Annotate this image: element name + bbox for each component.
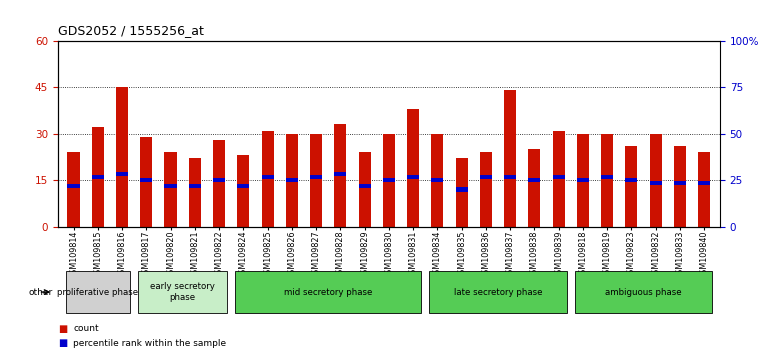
Bar xyxy=(262,175,273,179)
Bar xyxy=(674,181,686,185)
Bar xyxy=(625,146,638,227)
Bar xyxy=(286,178,298,182)
Bar xyxy=(92,127,104,227)
Bar xyxy=(553,175,564,179)
Bar xyxy=(334,172,346,176)
Bar xyxy=(359,184,370,188)
Bar xyxy=(237,155,249,227)
Bar xyxy=(504,90,516,227)
Bar xyxy=(359,152,370,227)
Bar xyxy=(407,175,419,179)
Bar xyxy=(456,187,467,192)
Bar xyxy=(528,178,541,182)
Bar xyxy=(116,172,128,176)
Bar xyxy=(674,146,686,227)
Bar xyxy=(383,133,395,227)
Text: GDS2052 / 1555256_at: GDS2052 / 1555256_at xyxy=(58,24,203,37)
Bar xyxy=(650,133,661,227)
Bar xyxy=(553,131,564,227)
Bar xyxy=(310,175,322,179)
Bar xyxy=(601,175,613,179)
Bar xyxy=(286,133,298,227)
Bar xyxy=(431,178,444,182)
Text: mid secretory phase: mid secretory phase xyxy=(284,287,373,297)
Bar xyxy=(334,124,346,227)
Bar xyxy=(480,152,492,227)
Bar xyxy=(237,184,249,188)
Text: ambiguous phase: ambiguous phase xyxy=(605,287,682,297)
Bar xyxy=(92,175,104,179)
Bar xyxy=(262,131,273,227)
Bar xyxy=(698,152,710,227)
Text: ■: ■ xyxy=(58,338,67,348)
Bar xyxy=(140,137,152,227)
Bar xyxy=(68,184,79,188)
Text: late secretory phase: late secretory phase xyxy=(454,287,542,297)
Bar xyxy=(407,109,419,227)
Bar xyxy=(650,181,661,185)
Bar xyxy=(577,178,589,182)
Bar xyxy=(528,149,541,227)
Bar xyxy=(625,178,638,182)
Bar xyxy=(456,159,467,227)
Bar xyxy=(165,152,176,227)
Text: proliferative phase: proliferative phase xyxy=(57,287,139,297)
Bar xyxy=(577,133,589,227)
Bar xyxy=(383,178,395,182)
Bar xyxy=(504,175,516,179)
Bar xyxy=(213,140,225,227)
Bar xyxy=(431,133,444,227)
Text: count: count xyxy=(73,324,99,333)
Bar xyxy=(189,184,201,188)
Bar xyxy=(68,152,79,227)
Bar xyxy=(310,133,322,227)
Bar xyxy=(698,181,710,185)
Bar xyxy=(601,133,613,227)
Text: early secretory
phase: early secretory phase xyxy=(150,282,215,302)
Bar xyxy=(213,178,225,182)
Bar xyxy=(165,184,176,188)
Text: percentile rank within the sample: percentile rank within the sample xyxy=(73,339,226,348)
Bar xyxy=(140,178,152,182)
Bar xyxy=(116,87,128,227)
Bar xyxy=(480,175,492,179)
Text: other: other xyxy=(28,287,52,297)
Bar xyxy=(189,159,201,227)
Text: ■: ■ xyxy=(58,324,67,333)
